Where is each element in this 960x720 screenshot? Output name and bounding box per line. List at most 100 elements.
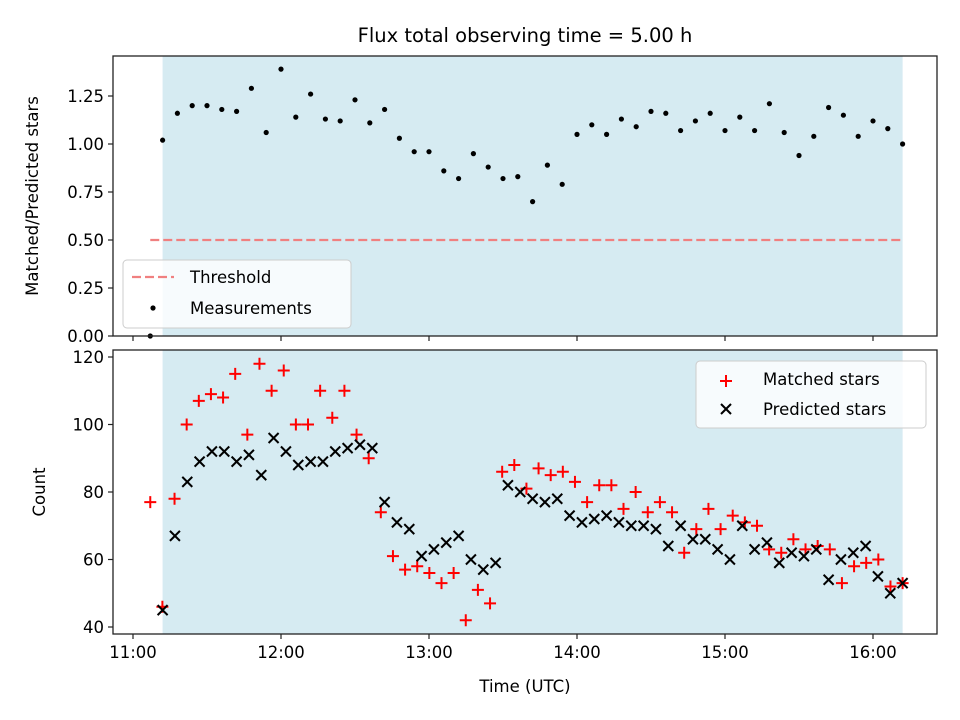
matched-star-marker [617, 502, 630, 515]
x-tick-label: 15:00 [701, 643, 749, 662]
measurement-point [826, 104, 832, 111]
measurement-point [204, 103, 210, 109]
measurement-point [308, 91, 314, 97]
measurement-point [278, 66, 284, 72]
matched-star-marker [884, 580, 897, 593]
predicted-star-marker [588, 513, 600, 525]
measurements-legend-swatch [150, 305, 156, 311]
predicted-star-marker [156, 604, 169, 616]
measurement-point [796, 152, 802, 159]
predicted-star-marker [304, 455, 317, 468]
matched-star-marker [496, 465, 509, 478]
y-tick-label: 40 [83, 618, 104, 637]
measurement-point [530, 199, 536, 205]
predicted-star-marker [218, 445, 230, 458]
matched-star-marker [714, 523, 727, 536]
matched-star-marker [459, 614, 472, 627]
measurement-point [337, 118, 343, 124]
matched-star-marker [471, 583, 484, 596]
predicted-star-marker [674, 520, 687, 532]
predicted-star-marker [378, 496, 391, 508]
y-tick-label: 120 [73, 348, 105, 367]
matched-star-marker [823, 543, 836, 556]
matched-star-marker [241, 428, 254, 441]
predicted-star-marker [576, 516, 588, 529]
measurement-point [456, 175, 462, 182]
measurement-point [722, 127, 728, 134]
measurement-point [604, 131, 610, 137]
matched-star-marker [374, 506, 387, 519]
predicted-legend-swatch [720, 403, 732, 415]
legend-matched-label: Matched stars [763, 370, 880, 389]
measurement-point [189, 103, 195, 109]
predicted-star-marker [477, 563, 489, 576]
matched-star-marker [484, 597, 497, 610]
predicted-star-marker [687, 533, 699, 545]
top-y-axis-label: Matched/Predicted stars [23, 96, 42, 296]
measurement-point [367, 120, 373, 126]
predicted-star-marker [736, 520, 748, 532]
matched-star-marker [750, 519, 763, 532]
matched-star-marker [508, 459, 521, 471]
predicted-star-marker [539, 496, 551, 508]
measurement-point [811, 133, 817, 139]
matched-star-marker [302, 418, 315, 431]
predicted-star-marker [600, 509, 613, 522]
matched-star-marker [860, 556, 873, 569]
predicted-star-marker [835, 553, 847, 566]
predicted-star-marker [440, 536, 452, 549]
predicted-star-marker [563, 509, 576, 522]
y-tick-label: 0.25 [67, 279, 104, 298]
predicted-star-marker [230, 455, 243, 468]
predicted-star-marker [341, 442, 354, 454]
y-tick-label: 0.50 [67, 231, 104, 250]
matched-star-marker [629, 486, 642, 498]
predicted-star-marker [243, 449, 255, 461]
matched-star-marker [605, 479, 618, 492]
matched-star-marker [423, 567, 436, 579]
predicted-star-marker [884, 587, 896, 599]
legend-box [122, 259, 352, 329]
matched-star-marker [544, 469, 557, 482]
predicted-star-marker [366, 442, 378, 454]
matched-star-marker [277, 364, 290, 377]
predicted-star-marker [280, 445, 292, 458]
x-tick-label: 13:00 [405, 643, 453, 662]
matched-star-marker [653, 496, 666, 509]
bottom-legend: Matched stars Predicted stars [695, 360, 927, 429]
predicted-star-marker [822, 574, 835, 586]
matched-star-marker [593, 479, 606, 492]
predicted-star-marker [748, 543, 761, 556]
measurement-point [752, 127, 758, 134]
matched-star-marker [180, 418, 193, 431]
predicted-star-marker [526, 493, 539, 505]
x-tick-label: 12:00 [257, 643, 305, 662]
measurement-point [885, 126, 891, 132]
measurement-point [219, 106, 225, 113]
matched-star-marker [204, 388, 217, 401]
predicted-star-marker [662, 540, 674, 552]
predicted-star-marker [465, 553, 477, 566]
matched-star-marker [641, 506, 654, 519]
measurement-point [396, 135, 402, 141]
predicted-star-marker [502, 479, 514, 491]
matched-star-marker [775, 546, 788, 559]
top-axes: 0.00 0.25 0.50 0.75 1.00 1.25 Matched/Predict… [23, 24, 938, 346]
legend-threshold-label: Threshold [189, 268, 271, 287]
top-axes-frame [112, 55, 938, 337]
matched-star-marker [447, 567, 460, 579]
predicted-star-marker [798, 550, 810, 562]
predicted-star-marker [489, 557, 502, 569]
measurement-point [441, 168, 447, 174]
measurement-point [840, 112, 847, 118]
measurement-point [663, 110, 669, 116]
legend-box [695, 360, 927, 429]
measurement-point [633, 124, 639, 130]
matched-star-marker [192, 394, 205, 407]
predicted-star-marker [514, 486, 526, 498]
predicted-star-marker [625, 520, 637, 532]
predicted-star-marker [761, 536, 773, 549]
x-tick-label: 14:00 [553, 643, 601, 662]
matched-star-marker [666, 506, 679, 519]
